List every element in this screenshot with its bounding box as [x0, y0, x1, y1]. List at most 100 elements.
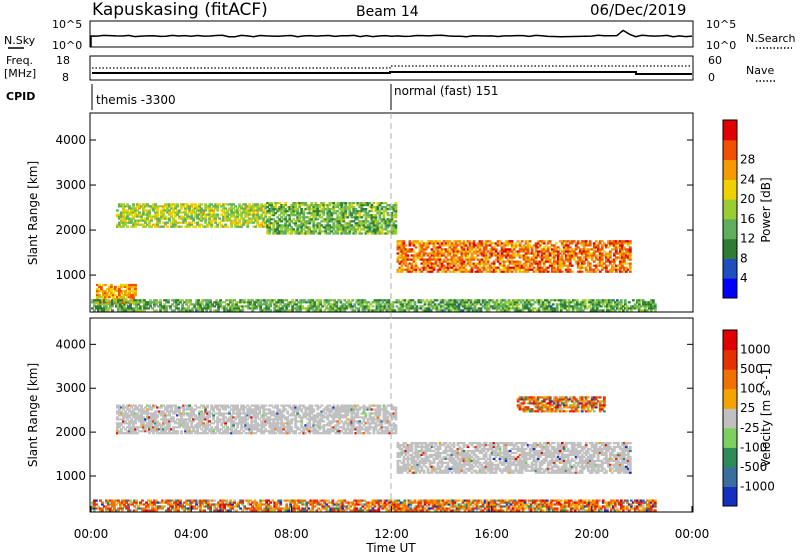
power-cell-band4 [649, 307, 653, 310]
power-cell-band0 [246, 211, 250, 214]
velocity-cell-band0 [128, 420, 131, 423]
power-cell-band2 [524, 242, 528, 245]
power-cell-band1 [292, 222, 296, 225]
power-cell-band4 [513, 299, 517, 302]
power-cell-band2 [586, 244, 590, 247]
velocity-cell-band0 [158, 424, 161, 427]
power-cell-band2 [560, 242, 564, 245]
power-cell-band4 [529, 309, 533, 312]
power-cell-band0 [174, 213, 177, 216]
power-cell-band4 [511, 305, 515, 308]
power-cell-band1 [328, 226, 332, 229]
power-cell-band4 [487, 309, 491, 312]
velocity-cell-band0 [264, 418, 268, 421]
power-cell-band0 [204, 217, 207, 220]
power-cell-band2 [552, 246, 556, 249]
power-cell-band0 [236, 217, 239, 220]
velocity-cell-band0 [214, 420, 217, 423]
power-cell-band4 [277, 301, 281, 304]
power-cell-band2 [500, 248, 504, 251]
power-cell-band2 [438, 250, 442, 253]
velocity-cell-band0 [200, 424, 203, 427]
velocity-cell-band0 [274, 412, 278, 415]
power-cell-band1 [274, 228, 278, 231]
velocity-cell-band0 [184, 404, 187, 407]
power-cell-band2 [450, 244, 454, 247]
power-cell-band2 [404, 262, 408, 265]
power-cell-band2 [608, 268, 612, 271]
velocity-cell-band0 [188, 418, 191, 421]
power-cell-band2 [446, 252, 450, 255]
power-cell-band0 [122, 213, 125, 216]
velocity-cell-band0 [164, 426, 167, 429]
power-cell-band0 [118, 205, 121, 208]
power-cell-band4 [531, 309, 535, 312]
velocity-cell-band0 [174, 408, 177, 411]
velocity-cell-band0 [148, 432, 151, 435]
power-cell-band1 [314, 216, 318, 219]
power-cell-band2 [464, 250, 468, 253]
velocity-cell-band0 [118, 418, 121, 421]
velocity-cell-band0 [280, 410, 284, 413]
power-cell-band1 [338, 204, 342, 207]
velocity-cell-band0 [224, 412, 227, 415]
power-cell-band2 [482, 266, 486, 269]
power-cell-band0 [226, 215, 229, 218]
power-cell-band2 [484, 248, 488, 251]
power-cell-band4 [283, 305, 287, 308]
power-cell-band2 [612, 260, 616, 263]
velocity-cell-band0 [216, 422, 219, 425]
power-cell-band2 [522, 268, 526, 271]
power-cell-band4 [537, 299, 541, 302]
power-cell-band4 [357, 299, 361, 302]
velocity-cell-band0 [218, 428, 221, 431]
power-cell-band1 [276, 222, 280, 225]
power-cell-band1 [374, 230, 378, 233]
power-cell-band1 [372, 206, 376, 209]
power-cell-band1 [318, 230, 322, 233]
power-cell-band2 [462, 252, 466, 255]
power-cell-band4 [317, 303, 321, 306]
velocity-cell-band0 [274, 406, 278, 409]
velocity-cell-band0 [128, 414, 131, 417]
power-cell-band2 [456, 264, 460, 267]
power-cell-band1 [298, 204, 302, 207]
power-cell-band1 [314, 204, 318, 207]
velocity-cell-band0 [182, 426, 185, 429]
velocity-cell-band0 [122, 416, 125, 419]
power-cell-band2 [618, 260, 622, 263]
power-cell-band2 [620, 242, 624, 245]
velocity-cell-band0 [210, 408, 213, 411]
power-cell-band0 [248, 209, 252, 212]
power-cell-band3 [122, 290, 125, 293]
power-cell-band0 [162, 213, 165, 216]
power-cell-band2 [544, 268, 548, 271]
power-cell-band2 [580, 254, 584, 257]
power-cell-band2 [546, 250, 550, 253]
power-cell-band4 [363, 305, 367, 308]
power-cell-band1 [312, 230, 316, 233]
power-cell-band0 [198, 203, 201, 206]
power-cell-band2 [592, 252, 596, 255]
power-cell-band1 [310, 214, 314, 217]
power-cell-band0 [134, 219, 137, 222]
power-cell-band4 [331, 309, 335, 312]
power-cell-band4 [273, 309, 277, 312]
velocity-cell-band0 [118, 424, 121, 427]
velocity-cell-band0 [232, 412, 235, 415]
velocity-cell-band0 [134, 432, 137, 435]
power-cell-band2 [614, 242, 618, 245]
power-cell-band2 [440, 264, 444, 267]
power-cell-band4 [373, 309, 377, 312]
power-cell-band2 [476, 268, 480, 271]
velocity-cell-band0 [158, 412, 161, 415]
power-cell-band0 [166, 203, 169, 206]
velocity-cell-band0 [154, 426, 157, 429]
velocity-cell-band0 [190, 416, 193, 419]
power-cell-band0 [198, 209, 201, 212]
power-cell-band4 [443, 299, 447, 302]
power-cell-band2 [620, 256, 624, 259]
power-cell-band2 [524, 270, 528, 273]
power-cell-band4 [455, 307, 459, 310]
velocity-cell-band0 [136, 414, 139, 417]
